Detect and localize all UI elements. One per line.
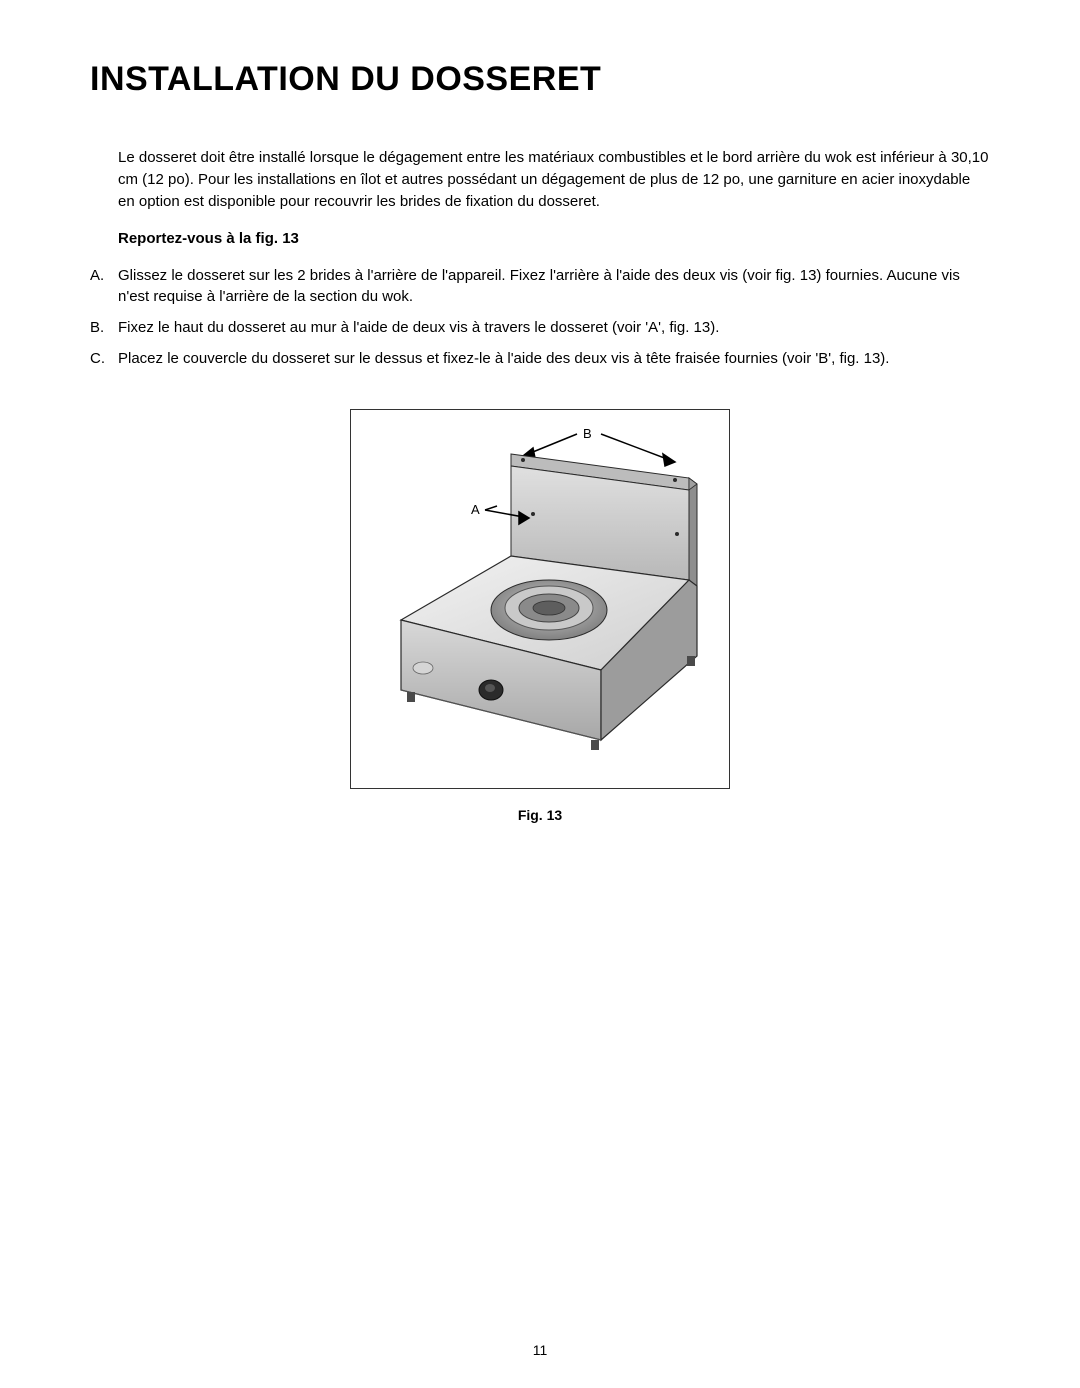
burner <box>491 580 607 640</box>
step-letter: A. <box>90 265 118 307</box>
step-a: A. Glissez le dosseret sur les 2 brides … <box>90 265 990 307</box>
step-text: Glissez le dosseret sur les 2 brides à l… <box>118 265 990 307</box>
control-knob <box>479 680 503 700</box>
figure-label-b: B <box>583 426 592 441</box>
front-badge <box>413 662 433 674</box>
step-letter: C. <box>90 348 118 369</box>
foot-back-right <box>687 656 695 666</box>
step-text: Placez le couvercle du dosseret sur le d… <box>118 348 990 369</box>
step-c: C. Placez le couvercle du dosseret sur l… <box>90 348 990 369</box>
figure-container: B A <box>90 409 990 823</box>
screw-b-right <box>673 478 677 482</box>
refer-line: Reportez-vous à la fig. 13 <box>118 230 990 247</box>
figure-label-a: A <box>471 502 480 517</box>
screw-a-right <box>675 532 679 536</box>
figure-13: B A <box>350 409 730 789</box>
foot-front-right <box>591 740 599 750</box>
step-b: B. Fixez le haut du dosseret au mur à l'… <box>90 317 990 338</box>
foot-left <box>407 692 415 702</box>
page-number: 11 <box>0 1342 1080 1358</box>
arrow-b-left <box>523 434 577 458</box>
page-title: INSTALLATION DU DOSSERET <box>90 60 990 99</box>
arrow-b-right <box>601 434 675 466</box>
screw-a-left <box>531 512 535 516</box>
wok-diagram-svg <box>351 410 731 790</box>
step-letter: B. <box>90 317 118 338</box>
steps-list: A. Glissez le dosseret sur les 2 brides … <box>90 265 990 369</box>
screw-b-left <box>521 458 525 462</box>
step-text: Fixez le haut du dosseret au mur à l'aid… <box>118 317 990 338</box>
figure-caption: Fig. 13 <box>90 807 990 823</box>
intro-paragraph: Le dosseret doit être installé lorsque l… <box>118 147 990 212</box>
